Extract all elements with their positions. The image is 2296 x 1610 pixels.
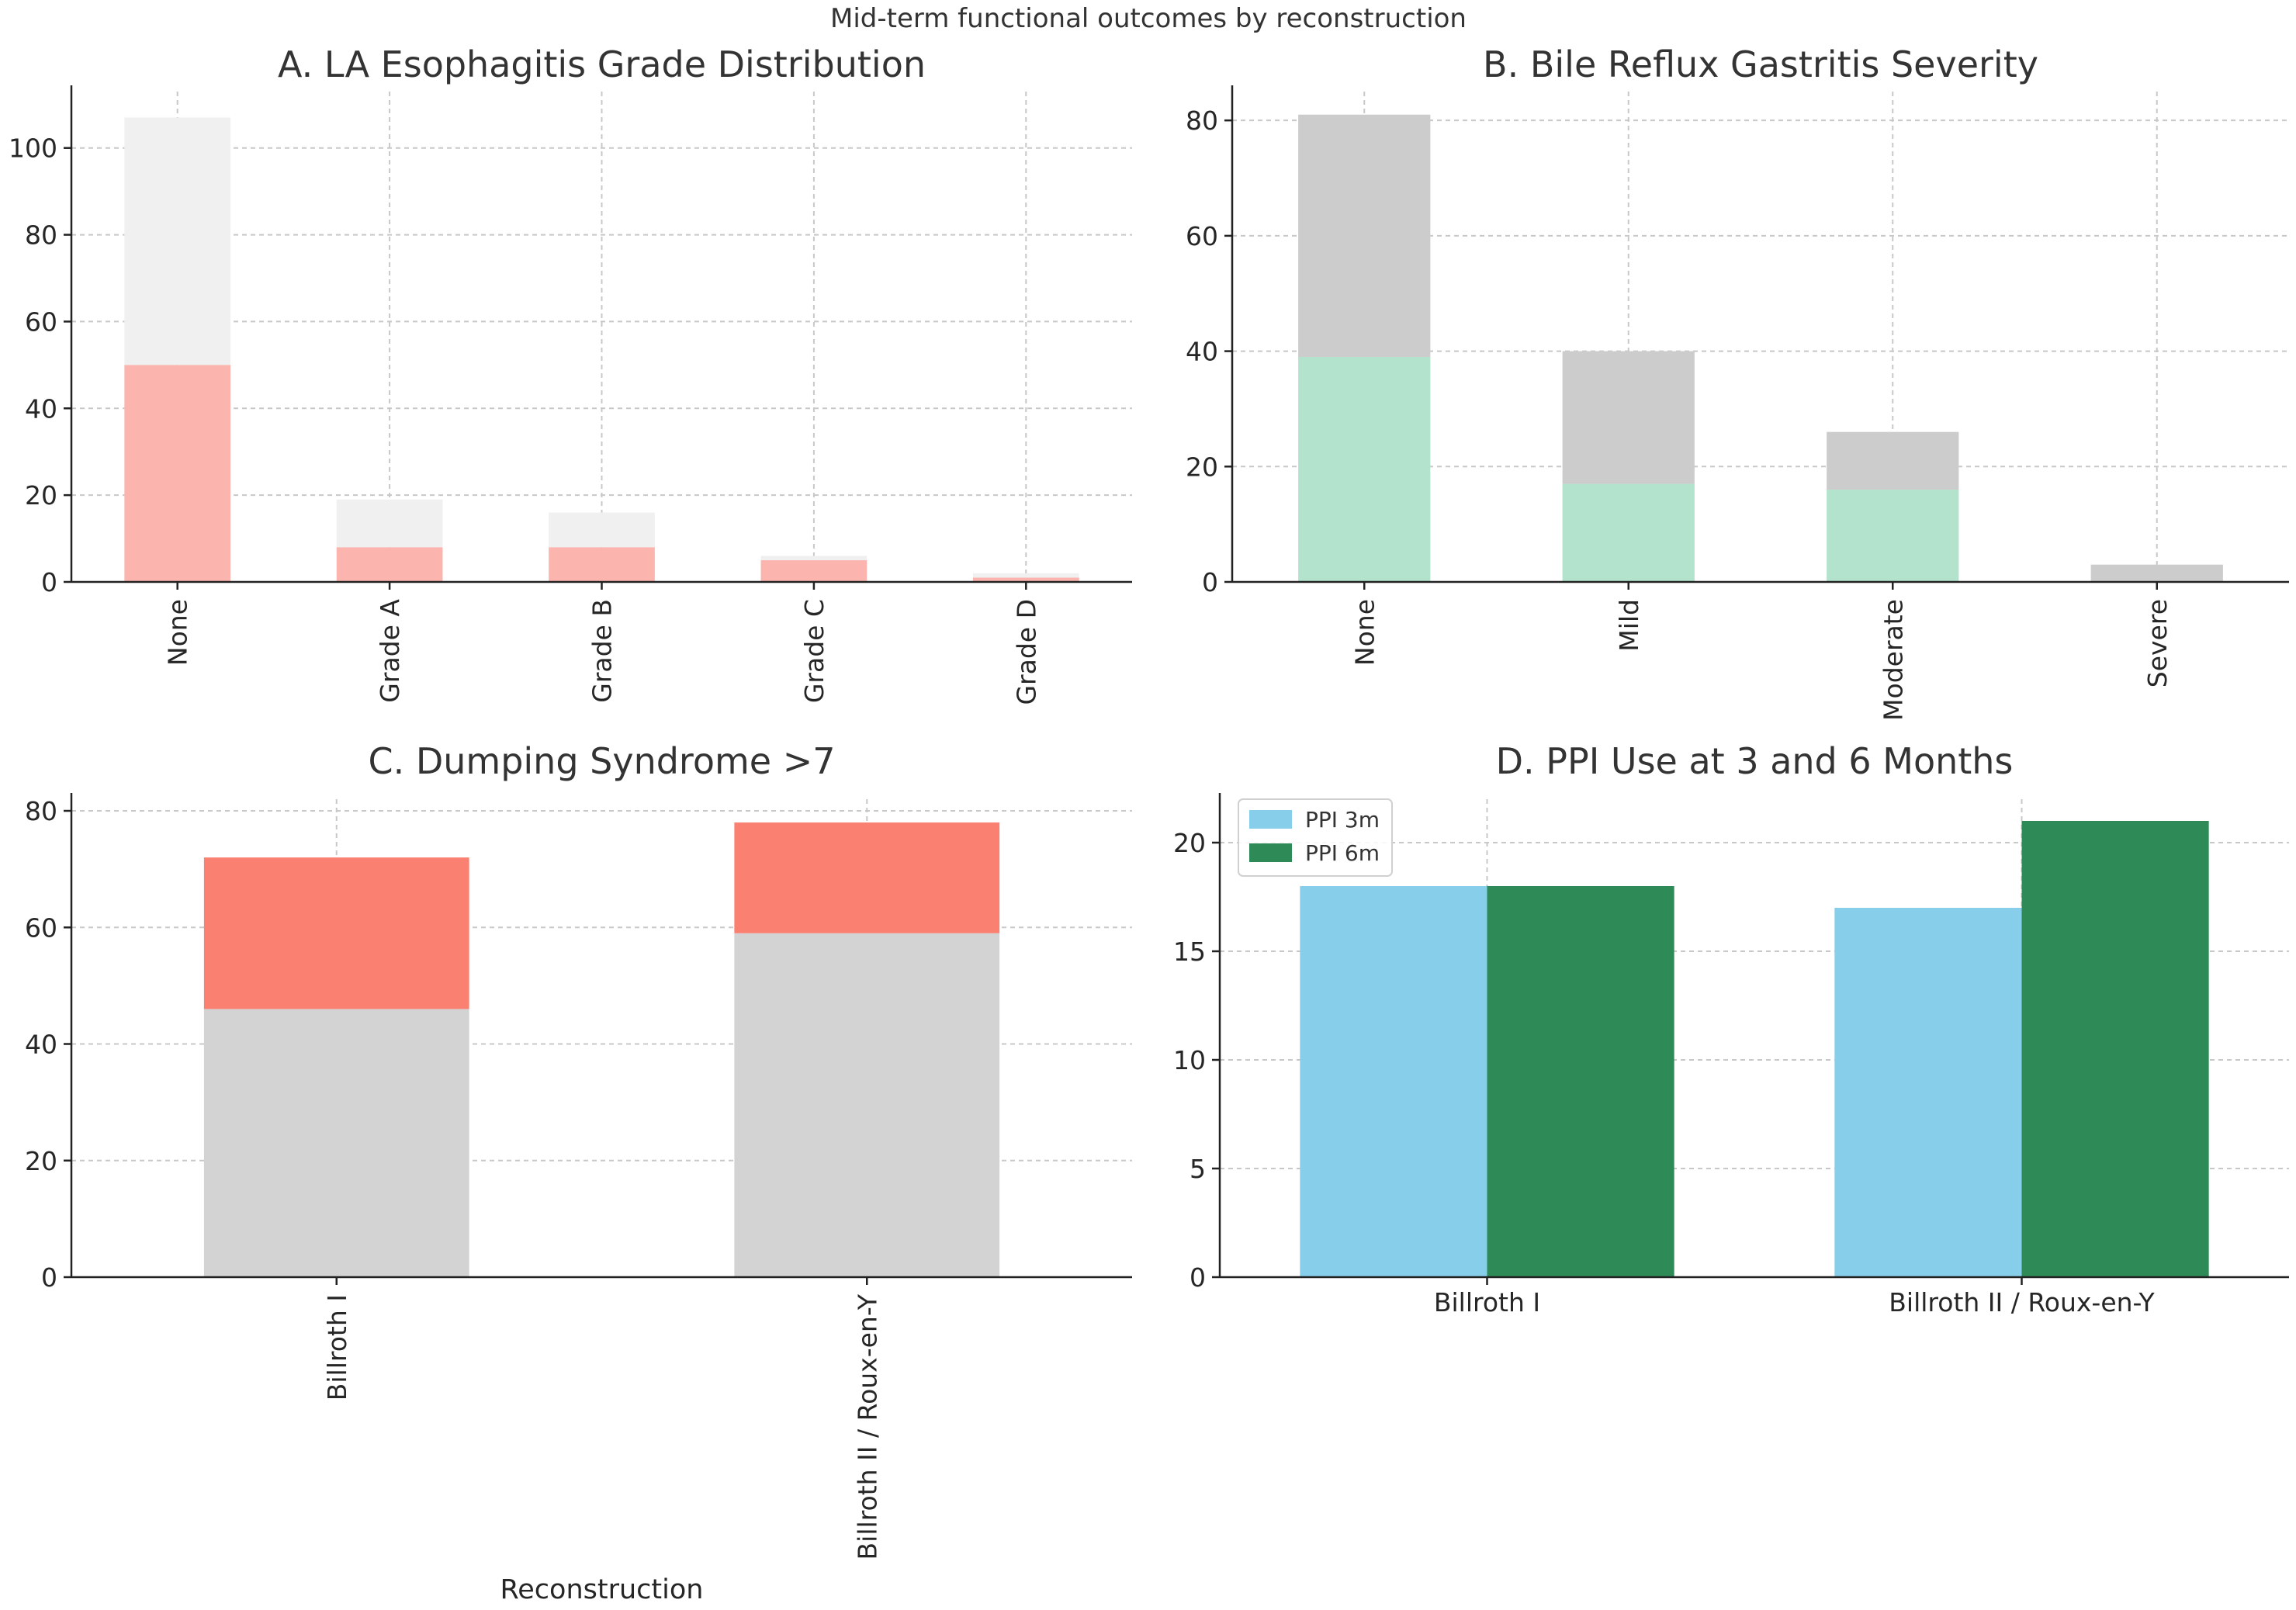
bar-mild-s1	[1562, 483, 1695, 582]
bar-grade-b-s1	[549, 547, 655, 582]
y-tick-label: 20	[1173, 828, 1206, 858]
bar-mild-s2	[1562, 351, 1695, 484]
bar-billroth-i-ppi-6m	[1487, 886, 1674, 1277]
y-tick-label: 0	[1190, 1262, 1206, 1293]
bar-billroth-ii-roux-en-y-s1	[734, 933, 1000, 1277]
y-tick-label: 80	[25, 220, 57, 251]
y-tick-label: 20	[1186, 452, 1218, 482]
bar-billroth-ii-roux-en-y-ppi-3m	[1834, 908, 2022, 1277]
x-tick-label: Billroth II / Roux-en-Y	[1889, 1287, 2155, 1317]
legend-swatch	[1249, 810, 1292, 829]
chart-panel-c: C. Dumping Syndrome >7 0 20 40 60 80 Billroth …	[25, 740, 1132, 1605]
x-tick-label: Grade C	[799, 599, 829, 703]
y-tick-label: 15	[1173, 937, 1206, 967]
y-tick-label: 20	[25, 480, 57, 511]
y-tick-label: 100	[9, 133, 57, 164]
x-axis-label: Reconstruction	[500, 1574, 704, 1605]
x-tick-label: Severe	[2142, 599, 2173, 687]
bar-none-s1	[124, 365, 231, 582]
y-tick-label: 5	[1190, 1154, 1206, 1184]
bar-billroth-i-ppi-3m	[1300, 886, 1487, 1277]
bar-moderate-s1	[1827, 490, 1959, 582]
bar-severe-s2	[2090, 564, 2223, 582]
bar-moderate-s2	[1827, 431, 1959, 490]
y-tick-label: 80	[1186, 106, 1218, 136]
chart-panel-d: D. PPI Use at 3 and 6 Months 0 5 10 15 20 Bill…	[1173, 740, 2289, 1317]
y-tick-label: 80	[25, 796, 57, 826]
bar-none-s2	[124, 117, 231, 365]
bar-grade-c-s1	[760, 560, 867, 582]
y-tick-label: 0	[41, 1262, 57, 1293]
y-tick-label: 60	[25, 912, 57, 943]
legend-entry-label: PPI 3m	[1305, 807, 1380, 833]
x-tick-label: Mild	[1614, 599, 1644, 652]
bar-grade-a-s1	[336, 547, 443, 582]
chart-panel-a: A. LA Esophagitis Grade Distribution 0 20 4…	[9, 43, 1132, 705]
y-tick-label: 60	[25, 306, 57, 337]
x-tick-label: None	[163, 599, 193, 666]
bar-billroth-i-s2	[203, 857, 469, 1009]
bar-billroth-ii-roux-en-y-s2	[734, 822, 1000, 933]
bar-grade-d-s2	[972, 573, 1079, 578]
y-tick-label: 20	[25, 1146, 57, 1176]
y-tick-label: 40	[1186, 337, 1218, 367]
chart-title: C. Dumping Syndrome >7	[368, 740, 835, 782]
y-tick-label: 0	[1202, 567, 1218, 597]
x-tick-label: Grade B	[587, 599, 618, 703]
bar-grade-a-s2	[336, 499, 443, 548]
bar-billroth-ii-roux-en-y-ppi-6m	[2021, 821, 2209, 1277]
y-tick-label: 10	[1173, 1045, 1206, 1075]
bar-grade-c-s2	[760, 556, 867, 561]
x-tick-label: Billroth II / Roux-en-Y	[852, 1293, 882, 1560]
x-tick-label: Billroth I	[1434, 1287, 1540, 1317]
x-tick-label: Moderate	[1878, 599, 1908, 721]
x-tick-label: Grade D	[1011, 599, 1041, 705]
panels: A. LA Esophagitis Grade Distribution 0 20 4…	[9, 43, 2289, 1605]
chart-title: A. LA Esophagitis Grade Distribution	[278, 43, 926, 85]
x-tick-label: Billroth I	[322, 1294, 352, 1401]
bar-none-s2	[1298, 114, 1431, 358]
bar-billroth-i-s1	[203, 1009, 469, 1277]
legend-entry-label: PPI 6m	[1305, 840, 1380, 866]
x-tick-label: Grade A	[375, 599, 405, 703]
chart-panel-b: B. Bile Reflux Gastritis Severity 0 20 40 60…	[1186, 43, 2289, 721]
y-tick-label: 0	[41, 567, 57, 597]
y-tick-label: 40	[25, 393, 57, 424]
bar-grade-b-s2	[549, 512, 655, 548]
chart-title: B. Bile Reflux Gastritis Severity	[1483, 43, 2038, 85]
legend: PPI 3m PPI 6m	[1238, 798, 1393, 877]
y-tick-label: 60	[1186, 221, 1218, 251]
bar-grade-d-s1	[972, 577, 1079, 582]
x-tick-label: None	[1349, 599, 1380, 666]
y-tick-label: 40	[25, 1030, 57, 1060]
bar-none-s1	[1298, 357, 1431, 582]
figure-suptitle: Mid-term functional outcomes by reconstr…	[830, 3, 1467, 34]
chart-title: D. PPI Use at 3 and 6 Months	[1496, 740, 2014, 782]
legend-swatch	[1249, 843, 1292, 862]
